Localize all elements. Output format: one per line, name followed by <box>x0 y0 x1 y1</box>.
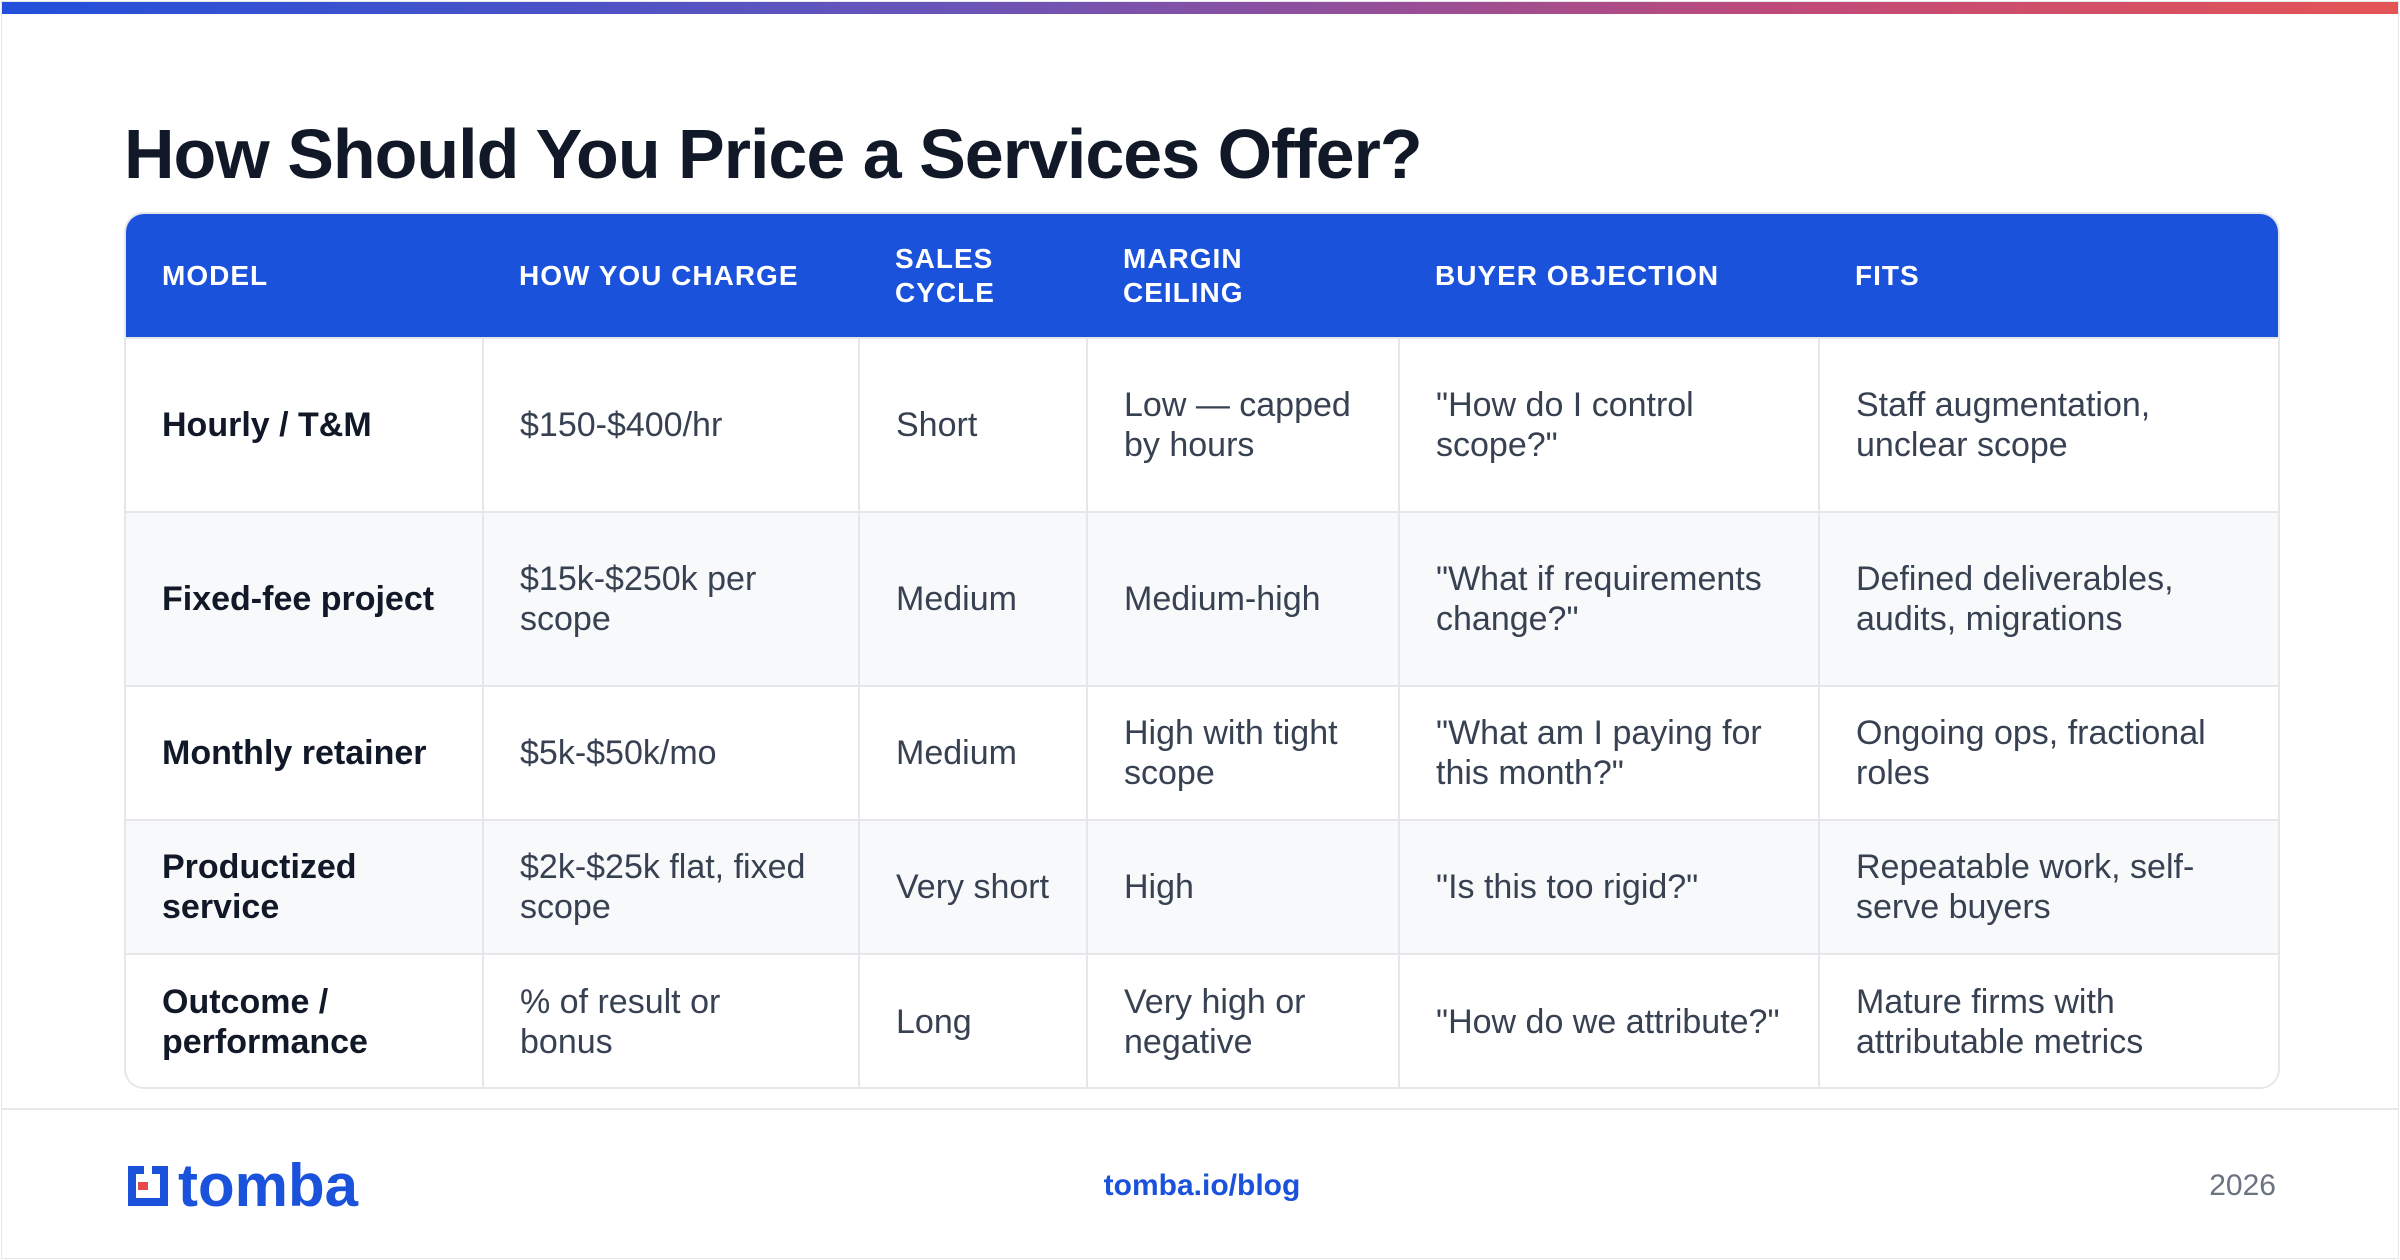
pricing-table: MODEL HOW YOU CHARGE SALES CYCLE MARGIN … <box>126 214 2278 1087</box>
logo-text: tomba <box>178 1152 358 1219</box>
cell-fits: Staff augmentation, unclear scope <box>1819 337 2278 512</box>
cell-buyer-objection: "What if requirements change?" <box>1399 511 1820 686</box>
cell-model: Hourly / T&M <box>126 337 484 512</box>
cell-model: Fixed-fee project <box>126 511 484 686</box>
cell-sales-cycle: Medium <box>859 685 1088 820</box>
cell-how-you-charge: % of result or bonus <box>483 953 860 1087</box>
pricing-table-container: MODEL HOW YOU CHARGE SALES CYCLE MARGIN … <box>124 212 2280 1089</box>
footer-year: 2026 <box>2209 1169 2276 1202</box>
blog-link[interactable]: tomba.io/blog <box>1103 1169 1301 1202</box>
table-header-row: MODEL HOW YOU CHARGE SALES CYCLE MARGIN … <box>126 214 2278 338</box>
cell-model: Outcome / performance <box>126 953 484 1087</box>
table-row: Outcome / performance % of result or bon… <box>126 953 2278 1087</box>
cell-sales-cycle: Medium <box>859 511 1088 686</box>
cell-buyer-objection: "What am I paying for this month?" <box>1399 685 1820 820</box>
tomba-logo: tomba <box>124 1152 358 1219</box>
cell-model: Monthly retainer <box>126 685 484 820</box>
table-row: Fixed-fee project $15k-$250k per scope M… <box>126 511 2278 686</box>
cell-sales-cycle: Long <box>859 953 1088 1087</box>
cell-margin-ceiling: High <box>1087 819 1400 954</box>
column-header-sales-cycle: SALES CYCLE <box>895 242 995 308</box>
footer-divider <box>2 1108 2398 1110</box>
cell-sales-cycle: Short <box>859 337 1088 512</box>
cell-sales-cycle: Very short <box>859 819 1088 954</box>
cell-how-you-charge: $2k-$25k flat, fixed scope <box>483 819 860 954</box>
cell-buyer-objection: "How do I control scope?" <box>1399 337 1820 512</box>
cell-fits: Mature firms with attributable metrics <box>1819 953 2278 1087</box>
table-row: Hourly / T&M $150-$400/hr Short Low — ca… <box>126 337 2278 512</box>
cell-buyer-objection: "How do we attribute?" <box>1399 953 1820 1087</box>
cell-margin-ceiling: Medium-high <box>1087 511 1400 686</box>
column-header-buyer-objection: BUYER OBJECTION <box>1435 259 1720 291</box>
cell-how-you-charge: $150-$400/hr <box>483 337 860 512</box>
cell-buyer-objection: "Is this too rigid?" <box>1399 819 1820 954</box>
cell-margin-ceiling: Low — capped by hours <box>1087 337 1400 512</box>
cell-margin-ceiling: Very high or negative <box>1087 953 1400 1087</box>
column-header-fits: FITS <box>1855 259 1920 291</box>
cell-fits: Defined deliverables, audits, migrations <box>1819 511 2278 686</box>
column-header-margin-ceiling: MARGIN CEILING <box>1123 242 1244 308</box>
cell-how-you-charge: $5k-$50k/mo <box>483 685 860 820</box>
cell-fits: Repeatable work, self-serve buyers <box>1819 819 2278 954</box>
column-header-how-you-charge: HOW YOU CHARGE <box>519 259 799 291</box>
top-gradient-bar <box>2 2 2398 14</box>
column-header-model: MODEL <box>162 259 269 291</box>
page-title: How Should You Price a Services Offer? <box>124 115 1423 193</box>
cell-how-you-charge: $15k-$250k per scope <box>483 511 860 686</box>
cell-fits: Ongoing ops, fractional roles <box>1819 685 2278 820</box>
table-row: Monthly retainer $5k-$50k/mo Medium High… <box>126 685 2278 820</box>
cell-model: Productized service <box>126 819 484 954</box>
cell-margin-ceiling: High with tight scope <box>1087 685 1400 820</box>
tomba-logo-icon <box>128 1162 168 1206</box>
table-row: Productized service $2k-$25k flat, fixed… <box>126 819 2278 954</box>
